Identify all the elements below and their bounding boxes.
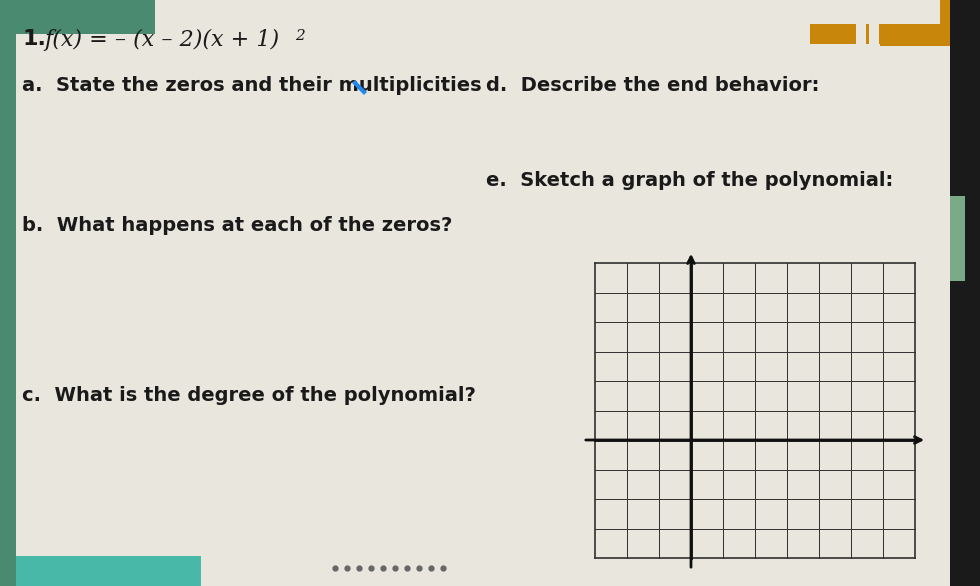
Bar [0, 0, 155, 34]
Text: 2: 2 [295, 29, 305, 43]
Bar [16, 556, 201, 586]
Text: e.  Sketch a graph of the polynomial:: e. Sketch a graph of the polynomial: [486, 171, 893, 190]
Bar [810, 24, 945, 44]
Bar [0, 0, 16, 586]
Text: 1.: 1. [22, 29, 46, 49]
Bar [880, 36, 942, 46]
Text: b.  What happens at each of the zeros?: b. What happens at each of the zeros? [22, 216, 453, 235]
Bar [856, 24, 866, 44]
Text: c.  What is the degree of the polynomial?: c. What is the degree of the polynomial? [22, 386, 476, 405]
Bar [950, 0, 980, 586]
Bar [595, 263, 915, 558]
Text: a.  State the zeros and their multiplicities: a. State the zeros and their multiplicit… [22, 76, 481, 95]
Bar [940, 0, 950, 46]
Bar [950, 196, 965, 281]
Bar [869, 24, 879, 44]
Text: f(x) = – (x – 2)(x + 1): f(x) = – (x – 2)(x + 1) [44, 29, 279, 51]
Text: d.  Describe the end behavior:: d. Describe the end behavior: [486, 76, 819, 95]
